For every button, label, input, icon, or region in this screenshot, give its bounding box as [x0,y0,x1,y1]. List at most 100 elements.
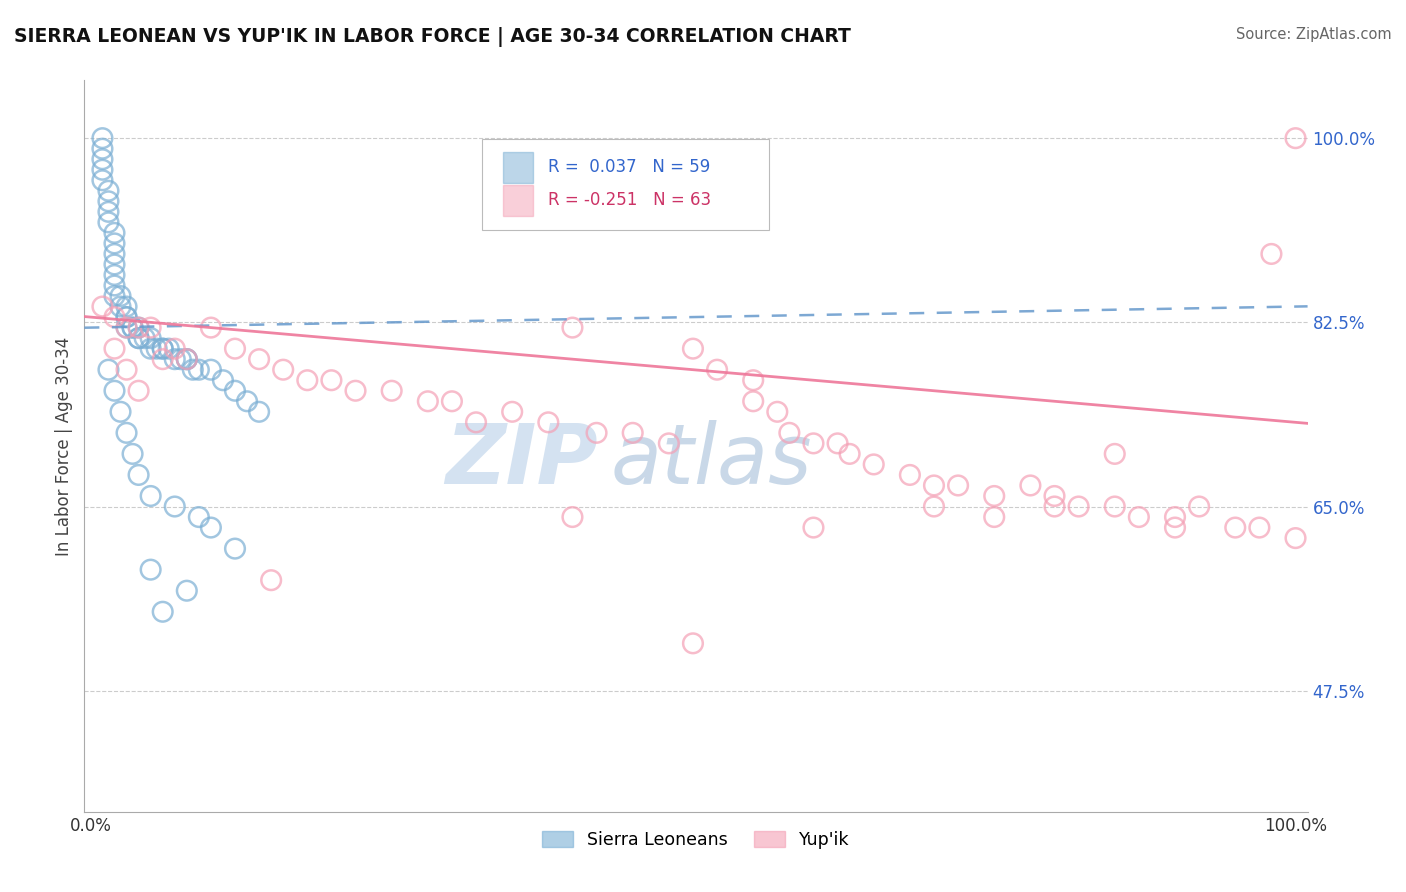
Point [115,310,138,324]
Point [321,373,343,387]
Point [128,331,150,345]
Point [97,184,120,198]
Point [621,425,644,440]
Point [344,384,367,398]
Point [416,394,439,409]
FancyBboxPatch shape [482,139,769,230]
Point [862,458,884,472]
Point [1260,247,1282,261]
Point [803,520,825,534]
Point [742,394,765,409]
Point [163,352,186,367]
Text: R = -0.251   N = 63: R = -0.251 N = 63 [548,191,711,210]
Point [103,278,125,293]
Point [1284,531,1306,545]
Text: SIERRA LEONEAN VS YUP'IK IN LABOR FORCE | AGE 30-34 CORRELATION CHART: SIERRA LEONEAN VS YUP'IK IN LABOR FORCE … [14,27,851,46]
Point [297,373,319,387]
Point [91,173,114,187]
Point [706,362,728,376]
Point [271,362,294,376]
Bar [503,185,533,216]
Point [1043,500,1066,514]
Point [91,152,114,166]
Point [103,257,125,271]
Point [115,320,138,334]
Point [181,362,204,376]
Point [200,520,222,534]
Point [1225,520,1247,534]
Point [922,500,945,514]
Point [247,352,270,367]
Point [115,362,138,376]
Point [658,436,681,450]
Point [682,636,704,650]
Point [103,226,125,240]
Point [1067,500,1090,514]
Point [922,478,945,492]
Point [187,510,209,524]
Point [827,436,849,450]
Point [115,320,138,334]
Point [121,320,143,334]
Point [152,342,174,356]
Text: Source: ZipAtlas.com: Source: ZipAtlas.com [1236,27,1392,42]
Point [121,447,143,461]
Point [128,320,150,334]
Point [152,605,174,619]
Point [983,489,1005,503]
Point [381,384,404,398]
Point [838,447,860,461]
Point [501,405,523,419]
Point [97,215,120,229]
Point [103,247,125,261]
Point [103,310,125,324]
Point [176,352,198,367]
Point [115,310,138,324]
Point [1019,478,1042,492]
Point [110,405,132,419]
Point [236,394,259,409]
Point [187,362,209,376]
Point [91,131,114,145]
Point [128,331,150,345]
Text: R =  0.037   N = 59: R = 0.037 N = 59 [548,158,710,177]
Point [128,467,150,482]
Point [139,342,162,356]
Point [97,194,120,209]
Point [128,384,150,398]
Point [1104,447,1126,461]
Point [1284,131,1306,145]
Point [212,373,235,387]
Point [983,510,1005,524]
Y-axis label: In Labor Force | Age 30-34: In Labor Force | Age 30-34 [55,336,73,556]
Point [91,300,114,314]
Point [152,352,174,367]
Point [97,362,120,376]
Point [1043,489,1066,503]
Bar [503,152,533,183]
Legend: Sierra Leoneans, Yup'ik: Sierra Leoneans, Yup'ik [537,826,855,855]
Point [537,415,560,429]
Point [139,489,162,503]
Point [103,384,125,398]
Point [1164,510,1187,524]
Point [200,362,222,376]
Point [103,236,125,251]
Point [128,320,150,334]
Point [260,573,283,587]
Point [121,320,143,334]
Point [1249,520,1271,534]
Point [803,436,825,450]
Point [224,342,246,356]
Point [91,142,114,156]
Point [139,331,162,345]
Point [1164,520,1187,534]
Point [139,320,162,334]
Point [170,352,193,367]
Point [163,342,186,356]
Point [766,405,789,419]
Point [103,289,125,303]
Point [97,204,120,219]
Point [682,342,704,356]
Point [585,425,607,440]
